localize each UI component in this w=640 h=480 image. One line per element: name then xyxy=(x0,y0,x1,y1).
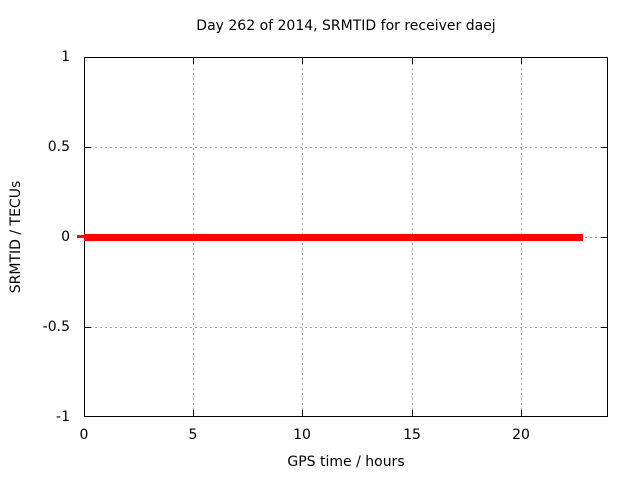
gridline-horizontal xyxy=(85,327,607,328)
x-tick-mark-bottom xyxy=(521,410,522,416)
x-tick-mark-top xyxy=(412,58,413,64)
x-tick-label: 15 xyxy=(403,427,421,443)
x-tick-label: 20 xyxy=(512,427,530,443)
x-tick-mark-top xyxy=(302,58,303,64)
x-tick-mark-top xyxy=(521,58,522,64)
zero-tick-mark-red xyxy=(77,235,84,238)
chart-title: Day 262 of 2014, SRMTID for receiver dae… xyxy=(196,18,496,34)
y-tick-label: -1 xyxy=(56,409,70,425)
x-tick-mark-bottom xyxy=(302,410,303,416)
y-tick-label: 0.5 xyxy=(47,139,70,155)
y-tick-label: 0 xyxy=(61,229,70,245)
x-tick-label: 10 xyxy=(293,427,311,443)
series-line-srmtid xyxy=(84,234,583,241)
y-tick-mark-right xyxy=(601,327,607,328)
x-tick-mark-top xyxy=(193,58,194,64)
x-tick-mark-bottom xyxy=(193,410,194,416)
x-axis-label: GPS time / hours xyxy=(287,454,405,470)
gridline-horizontal xyxy=(85,147,607,148)
y-tick-mark-right xyxy=(601,237,607,238)
y-tick-mark-left xyxy=(85,327,91,328)
y-tick-mark-left xyxy=(85,147,91,148)
x-tick-label: 5 xyxy=(188,427,198,443)
x-tick-mark-bottom xyxy=(412,410,413,416)
y-tick-mark-right xyxy=(601,147,607,148)
y-tick-label: -0.5 xyxy=(42,319,70,335)
x-tick-label: 0 xyxy=(79,427,89,443)
y-tick-label: 1 xyxy=(61,49,70,65)
